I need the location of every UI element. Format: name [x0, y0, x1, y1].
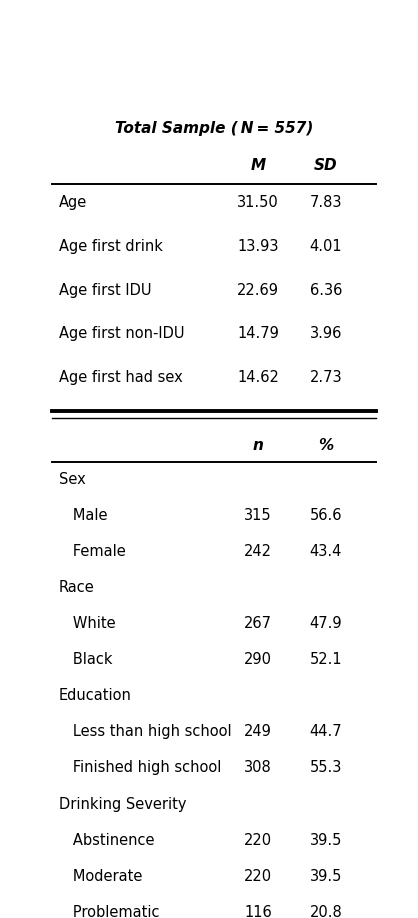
Text: Race: Race [59, 580, 94, 595]
Text: 43.4: 43.4 [310, 544, 342, 559]
Text: Abstinence: Abstinence [59, 833, 154, 847]
Text: 47.9: 47.9 [310, 616, 342, 632]
Text: 116: 116 [244, 904, 272, 918]
Text: %: % [319, 438, 334, 453]
Text: Age first had sex: Age first had sex [59, 370, 183, 386]
Text: Drinking Severity: Drinking Severity [59, 797, 186, 812]
Text: Black: Black [59, 653, 112, 667]
Text: 39.5: 39.5 [310, 833, 342, 847]
Text: 249: 249 [244, 724, 272, 739]
Text: 3.96: 3.96 [310, 327, 342, 341]
Text: 290: 290 [244, 653, 272, 667]
Text: 4.01: 4.01 [310, 239, 342, 253]
Text: 22.69: 22.69 [237, 283, 279, 297]
Text: 55.3: 55.3 [310, 760, 342, 776]
Text: Less than high school: Less than high school [59, 724, 231, 739]
Text: 52.1: 52.1 [310, 653, 342, 667]
Text: 267: 267 [244, 616, 272, 632]
Text: 39.5: 39.5 [310, 868, 342, 884]
Text: 308: 308 [244, 760, 272, 776]
Text: 14.62: 14.62 [237, 370, 279, 386]
Text: n: n [252, 438, 263, 453]
Text: Total Sample ( ​N​ = 557): Total Sample ( ​N​ = 557) [115, 121, 314, 137]
Text: 20.8: 20.8 [310, 904, 342, 918]
Text: 6.36: 6.36 [310, 283, 342, 297]
Text: M: M [250, 158, 265, 174]
Text: 220: 220 [244, 833, 272, 847]
Text: 242: 242 [244, 544, 272, 559]
Text: 2.73: 2.73 [310, 370, 342, 386]
Text: Age first non-IDU: Age first non-IDU [59, 327, 184, 341]
Text: 13.93: 13.93 [237, 239, 279, 253]
Text: 315: 315 [244, 509, 272, 523]
Text: Sex: Sex [59, 472, 85, 487]
Text: Education: Education [59, 688, 132, 703]
Text: Age first IDU: Age first IDU [59, 283, 151, 297]
Text: Male: Male [59, 509, 107, 523]
Text: Problematic: Problematic [59, 904, 159, 918]
Text: Age: Age [59, 195, 87, 210]
Text: 31.50: 31.50 [237, 195, 279, 210]
Text: 7.83: 7.83 [310, 195, 342, 210]
Text: Moderate: Moderate [59, 868, 142, 884]
Text: Age first drink: Age first drink [59, 239, 163, 253]
Text: 220: 220 [244, 868, 272, 884]
Text: Finished high school: Finished high school [59, 760, 221, 776]
Text: 44.7: 44.7 [310, 724, 342, 739]
Text: Female: Female [59, 544, 125, 559]
Text: 56.6: 56.6 [310, 509, 342, 523]
Text: White: White [59, 616, 115, 632]
Text: SD: SD [314, 158, 338, 174]
Text: 14.79: 14.79 [237, 327, 279, 341]
